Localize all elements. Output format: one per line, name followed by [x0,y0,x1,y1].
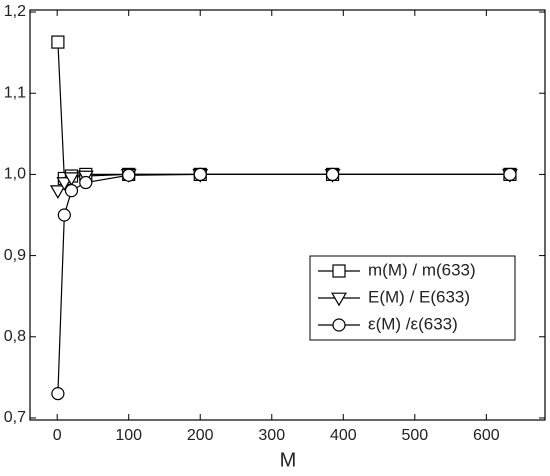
marker-circle [325,167,340,182]
y-tick-label: 1,1 [4,84,26,101]
y-tick-label: 0,8 [4,328,26,345]
marker-circle [122,168,136,182]
marker-triangle [56,177,73,191]
y-tick-label: 0,7 [4,409,26,426]
x-tick-label: 0 [53,427,62,444]
legend-label: m(M) / m(633) [368,260,476,279]
marker-circle [57,208,71,222]
legend-label: E(M) / E(633) [368,287,470,306]
marker-triangle [49,185,66,200]
marker-circle [51,387,65,401]
y-tick-label: 1,0 [4,166,26,183]
y-tick-label: 0,9 [4,247,26,264]
marker-circle [64,184,79,198]
marker-circle [332,318,346,332]
marker-triangle [331,292,347,307]
series-line [57,42,510,180]
x-tick-label: 200 [187,427,214,444]
marker-square [332,264,346,278]
marker-circle [79,175,93,190]
marker-triangle [63,172,80,187]
marker-circle [503,167,517,182]
x-axis-title: M [280,449,297,471]
marker-square [51,35,65,49]
marker-circle [193,167,207,182]
x-tick-label: 600 [473,427,500,444]
y-tick-label: 1,2 [4,3,26,20]
x-tick-label: 400 [330,427,357,444]
x-tick-label: 300 [258,427,285,444]
legend-label: ε(M) /ε(633) [368,314,458,333]
x-tick-label: 100 [115,427,142,444]
x-tick-label: 500 [401,427,428,444]
plot-frame [29,9,546,421]
